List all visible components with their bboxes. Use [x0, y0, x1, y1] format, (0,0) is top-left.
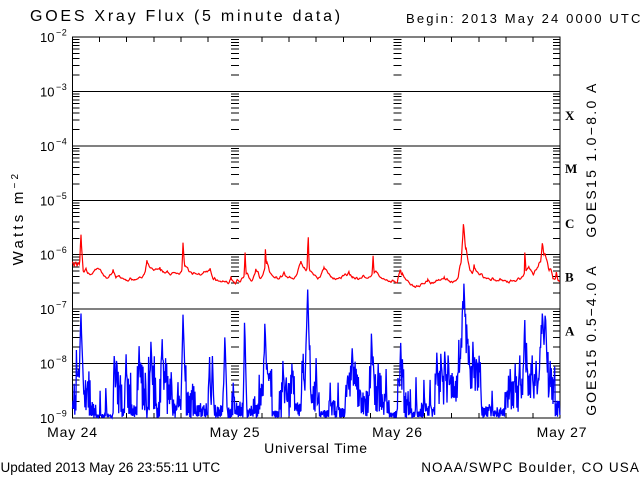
svg-text:May 26: May 26 — [372, 424, 423, 440]
svg-text:C: C — [565, 216, 574, 231]
svg-text:X: X — [565, 108, 575, 123]
svg-text:10: 10 — [40, 411, 54, 426]
svg-text:−3: −3 — [56, 82, 67, 92]
svg-text:10: 10 — [40, 248, 54, 263]
svg-text:10: 10 — [40, 193, 54, 208]
svg-text:10: 10 — [40, 139, 54, 154]
svg-text:NOAA/SWPC Boulder, CO USA: NOAA/SWPC Boulder, CO USA — [421, 460, 640, 475]
svg-text:−8: −8 — [56, 354, 67, 364]
svg-text:Watts m−2: Watts m−2 — [10, 171, 27, 266]
svg-text:GOES15 0.5−4.0 A: GOES15 0.5−4.0 A — [583, 264, 599, 415]
svg-text:10: 10 — [40, 30, 54, 45]
svg-text:GOES Xray Flux (5 minute data): GOES Xray Flux (5 minute data) — [30, 8, 343, 25]
svg-text:−2: −2 — [56, 28, 67, 38]
svg-text:Begin: 2013 May 24 0000 UTC: Begin: 2013 May 24 0000 UTC — [406, 11, 640, 26]
svg-text:M: M — [565, 161, 577, 176]
svg-text:B: B — [565, 270, 574, 285]
svg-text:GOES15 1.0−8.0 A: GOES15 1.0−8.0 A — [583, 81, 599, 237]
svg-text:−5: −5 — [56, 191, 67, 201]
svg-text:Universal Time: Universal Time — [264, 440, 368, 456]
svg-text:10: 10 — [40, 302, 54, 317]
svg-text:May 25: May 25 — [210, 424, 261, 440]
svg-text:−4: −4 — [56, 136, 67, 146]
svg-text:10: 10 — [40, 84, 54, 99]
svg-text:10: 10 — [40, 357, 54, 372]
svg-text:A: A — [565, 324, 575, 339]
svg-text:May 27: May 27 — [537, 424, 588, 440]
svg-text:May 24: May 24 — [47, 424, 98, 440]
svg-text:−7: −7 — [56, 300, 67, 310]
svg-text:−6: −6 — [56, 245, 67, 255]
svg-text:Updated 2013 May 26 23:55:11 U: Updated 2013 May 26 23:55:11 UTC — [1, 460, 221, 475]
svg-text:−9: −9 — [56, 409, 67, 419]
